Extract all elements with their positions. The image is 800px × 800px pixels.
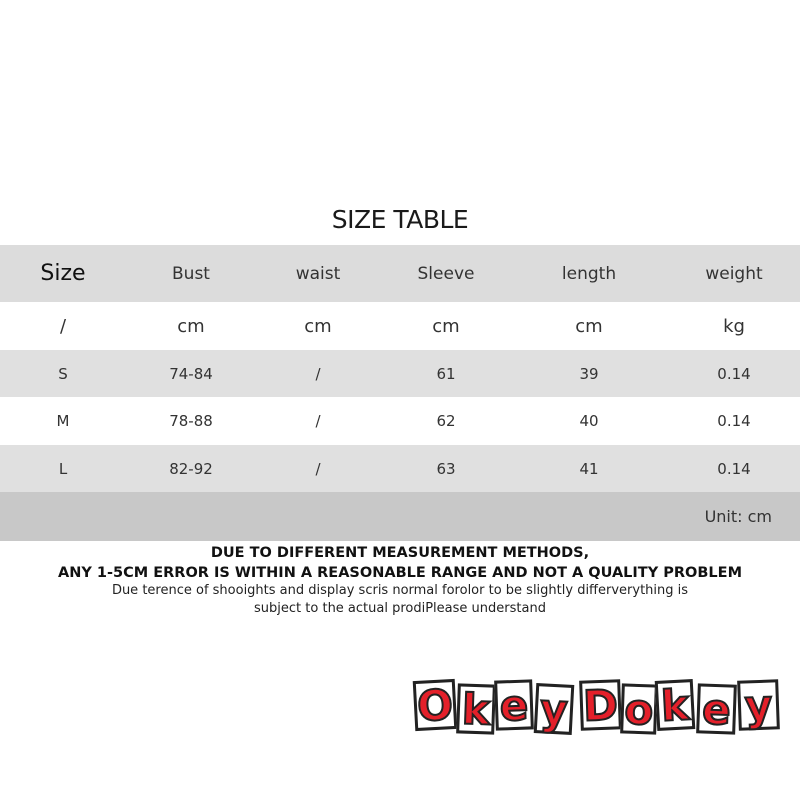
table-cell: cm <box>575 315 603 337</box>
table-cell: cm <box>177 315 205 337</box>
table-cell: 61 <box>436 365 456 383</box>
logo-letter: y <box>737 679 780 731</box>
logo-letter: O <box>412 679 458 731</box>
note-line: DUE TO DIFFERENT MEASUREMENT METHODS, <box>210 545 590 561</box>
note-line: subject to the actual prodiPlease unders… <box>254 601 546 616</box>
table-cell: S <box>58 365 68 383</box>
logo-letter: e <box>696 683 737 735</box>
header-cell: Bust <box>172 263 210 284</box>
logo-letter: D <box>579 679 622 731</box>
table-cell: 0.14 <box>717 412 751 430</box>
table-cell: L <box>58 460 68 478</box>
table-cell: 74-84 <box>169 365 213 383</box>
table-cell: M <box>56 412 70 430</box>
table-cell: 62 <box>436 412 456 430</box>
table-cell: 0.14 <box>717 460 751 478</box>
table-cell: 78-88 <box>169 412 213 430</box>
table-row: M 78-88 / 62 40 0.14 <box>0 397 800 445</box>
table-cell: / <box>315 365 321 383</box>
table-row: L 82-92 / 63 41 0.14 <box>0 445 800 493</box>
table-title: SIZE TABLE <box>331 205 469 234</box>
header-cell: length <box>561 263 617 284</box>
table-cell: / <box>59 315 67 337</box>
header-cell: waist <box>295 263 341 284</box>
logo-letter: e <box>494 679 534 731</box>
note-line: ANY 1-5CM ERROR IS WITHIN A REASONABLE R… <box>58 565 742 581</box>
unit-row: Unit: cm <box>0 492 800 541</box>
table-cell: 40 <box>579 412 599 430</box>
table-cell: 0.14 <box>717 365 751 383</box>
table-cell: 39 <box>579 365 599 383</box>
logo-letter: k <box>654 679 696 731</box>
table-cell: cm <box>304 315 332 337</box>
header-row: Size Bust waist Sleeve length weight <box>0 245 800 302</box>
note-line: Due terence of shooights and display scr… <box>111 583 689 598</box>
logo-letter: k <box>456 683 496 735</box>
logo-letter: o <box>620 683 658 735</box>
table-cell: / <box>315 412 321 430</box>
table-cell: 63 <box>436 460 456 478</box>
table-cell: 41 <box>579 460 599 478</box>
unit-note: Unit: cm <box>704 507 772 526</box>
header-cell: Size <box>40 261 86 286</box>
logo-letter: y <box>533 683 575 735</box>
header-cell: Sleeve <box>417 263 475 284</box>
table-cell: / <box>315 460 321 478</box>
header-cell: weight <box>705 263 763 284</box>
table-row: S 74-84 / 61 39 0.14 <box>0 350 800 398</box>
table-cell: kg <box>723 315 745 337</box>
table-row: / cm cm cm cm kg <box>0 302 800 350</box>
table-cell: cm <box>432 315 460 337</box>
table-cell: 82-92 <box>169 460 213 478</box>
